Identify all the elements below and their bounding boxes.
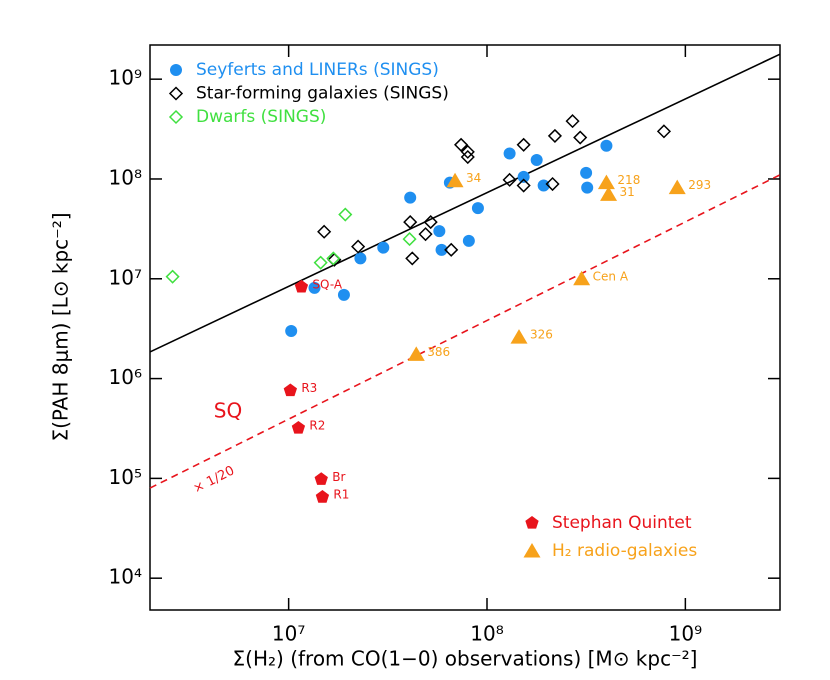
data-point (435, 243, 448, 256)
point-label: 34 (466, 171, 481, 185)
point-label: Br (332, 470, 345, 484)
x-axis-label: Σ(H₂) (from CO(1−0) observations) [M⊙ kp… (233, 647, 698, 671)
point-label: R3 (301, 381, 317, 395)
point-label: 218 (617, 173, 640, 187)
data-point (308, 281, 321, 294)
fit-line (149, 53, 781, 353)
data-point (283, 383, 298, 397)
data-point (402, 232, 417, 247)
legend-label: H₂ radio-galaxies (552, 541, 697, 561)
legend-label: Star-forming galaxies (SINGS) (196, 84, 449, 104)
data-point (317, 224, 332, 239)
data-point (407, 346, 425, 361)
data-point (460, 149, 475, 165)
data-point (315, 490, 330, 503)
line-label: × 1/20 (191, 463, 237, 496)
data-point (573, 270, 591, 286)
data-point (418, 227, 433, 242)
data-point (460, 144, 475, 159)
point-label: 386 (427, 345, 450, 359)
data-point (547, 128, 562, 143)
data-point (462, 234, 475, 247)
data-point (668, 179, 686, 195)
point-label: R1 (333, 488, 349, 502)
data-point (471, 202, 484, 215)
legend-marker (170, 64, 182, 76)
y-tick-label: 10⁴ (109, 565, 142, 589)
data-point (165, 269, 180, 284)
data-point (517, 170, 530, 183)
point-label: SQ-A (312, 277, 342, 291)
y-tick-label: 10⁷ (109, 265, 142, 289)
data-point (656, 124, 672, 139)
data-point (516, 178, 531, 193)
data-point (530, 153, 543, 166)
x-tick-label: 10⁷ (272, 622, 305, 646)
data-point (597, 174, 615, 190)
y-axis-label: Σ(PAH 8μm) [L⊙ kpc⁻²] (49, 212, 73, 441)
y-tick-label: 10⁹ (109, 66, 142, 90)
data-point (573, 130, 588, 145)
x-tick-label: 10⁹ (669, 622, 702, 646)
data-point (503, 147, 516, 160)
data-point (405, 251, 420, 266)
y-tick-label: 10⁵ (109, 465, 142, 489)
data-point (314, 472, 328, 485)
x-tick-label: 10⁸ (470, 622, 503, 646)
point-label: 293 (688, 178, 711, 192)
point-label: 326 (530, 328, 553, 342)
data-point (454, 137, 469, 152)
data-point (403, 215, 418, 230)
data-point (516, 137, 531, 152)
point-label: R2 (309, 418, 325, 432)
data-point (351, 239, 366, 254)
y-tick-label: 10⁸ (109, 165, 142, 189)
data-point (545, 176, 560, 192)
fit-line (149, 174, 781, 489)
legend-marker (168, 109, 184, 125)
plot-frame (149, 44, 781, 611)
data-point (338, 207, 353, 222)
legend-label: Stephan Quintet (552, 513, 692, 533)
data-point (337, 288, 350, 301)
y-tick-label: 10⁶ (109, 365, 142, 389)
data-point (600, 186, 618, 201)
data-point (600, 139, 613, 152)
data-point (354, 252, 367, 265)
data-point (502, 172, 517, 187)
data-point (444, 242, 459, 257)
annotation: SQ (214, 399, 242, 423)
data-point (294, 279, 309, 293)
data-point (326, 251, 341, 266)
legend-marker (523, 543, 541, 558)
data-point (313, 255, 328, 270)
point-label: Cen A (593, 269, 629, 283)
data-point (581, 181, 594, 194)
data-point (433, 225, 446, 238)
data-point (565, 114, 580, 129)
legend-marker (525, 516, 539, 529)
legend-label: Seyferts and LINERs (SINGS) (196, 60, 439, 80)
data-point (291, 420, 306, 434)
data-point (285, 324, 298, 337)
legend-marker (168, 86, 184, 101)
point-label: 31 (620, 185, 635, 199)
legend-label: Dwarfs (SINGS) (196, 107, 326, 127)
data-point (404, 191, 417, 204)
data-point (580, 166, 593, 179)
data-point (510, 329, 528, 344)
data-point (377, 241, 390, 254)
data-point (423, 215, 438, 230)
data-point (446, 172, 464, 188)
data-point (537, 179, 550, 192)
